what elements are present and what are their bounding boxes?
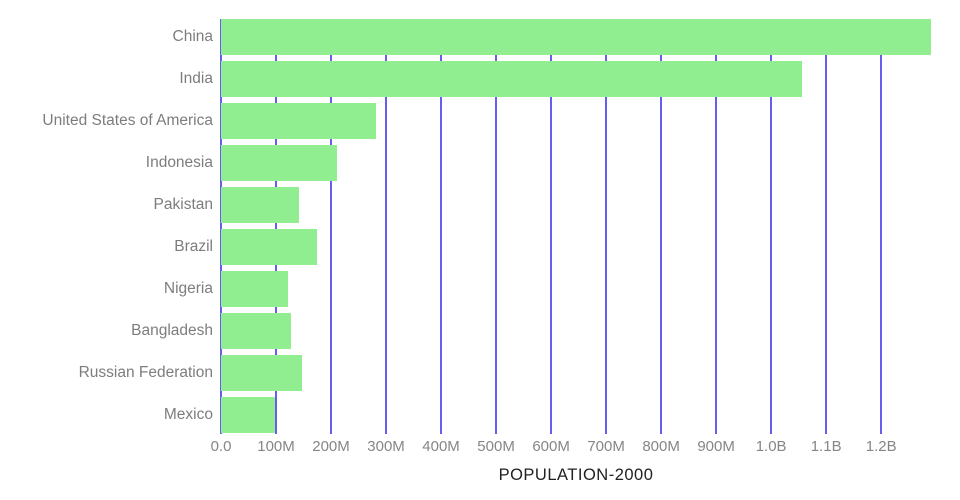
x-tick-label: 900M	[697, 438, 735, 455]
gridline-700m	[605, 19, 608, 434]
plot-area	[220, 19, 931, 434]
category-label-china: China	[172, 28, 214, 46]
x-tick-label: 1.0B	[755, 438, 787, 455]
x-tick-label: 0.0	[210, 438, 232, 455]
x-tick-label: 800M	[642, 438, 680, 455]
x-tick-label: 700M	[587, 438, 625, 455]
gridline-600m	[550, 19, 553, 434]
gridline-1-2b	[880, 19, 883, 434]
gridline-0-0	[220, 19, 222, 434]
bar-pakistan	[221, 187, 300, 224]
gridline-300m	[385, 19, 388, 434]
category-label-indonesia: Indonesia	[145, 154, 213, 172]
bar-mexico	[221, 397, 276, 434]
gridline-800m	[660, 19, 663, 434]
bar-brazil	[221, 229, 318, 266]
bar-indonesia	[221, 145, 338, 182]
x-tick-label: 1.2B	[865, 438, 897, 455]
category-label-india: India	[179, 70, 213, 88]
bar-bangladesh	[221, 313, 292, 350]
category-label-bangladesh: Bangladesh	[131, 322, 213, 340]
gridline-200m	[330, 19, 333, 434]
bar-nigeria	[221, 271, 289, 308]
x-tick-label: 600M	[532, 438, 570, 455]
category-label-nigeria: Nigeria	[163, 280, 213, 298]
gridline-500m	[495, 19, 498, 434]
bar-russian-federation	[221, 355, 302, 392]
gridline-1-1b	[825, 19, 828, 434]
x-axis-title: POPULATION-2000	[498, 466, 654, 484]
x-tick-label: 500M	[477, 438, 515, 455]
x-tick-label: 200M	[312, 438, 350, 455]
category-label-pakistan: Pakistan	[153, 196, 213, 214]
bar-united-states-of-america	[221, 103, 377, 140]
x-tick-label: 400M	[422, 438, 460, 455]
bar-india	[221, 61, 803, 98]
x-tick-label: 1.1B	[810, 438, 842, 455]
gridline-900m	[715, 19, 718, 434]
gridline-1-0b	[770, 19, 773, 434]
category-label-united-states-of-america: United States of America	[42, 112, 213, 130]
x-tick-label: 300M	[367, 438, 405, 455]
x-tick-label: 100M	[257, 438, 295, 455]
category-label-russian-federation: Russian Federation	[78, 364, 213, 382]
category-label-mexico: Mexico	[163, 406, 213, 424]
gridline-400m	[440, 19, 443, 434]
bar-china	[221, 19, 931, 56]
category-label-brazil: Brazil	[174, 238, 213, 256]
gridline-100m	[275, 19, 277, 434]
